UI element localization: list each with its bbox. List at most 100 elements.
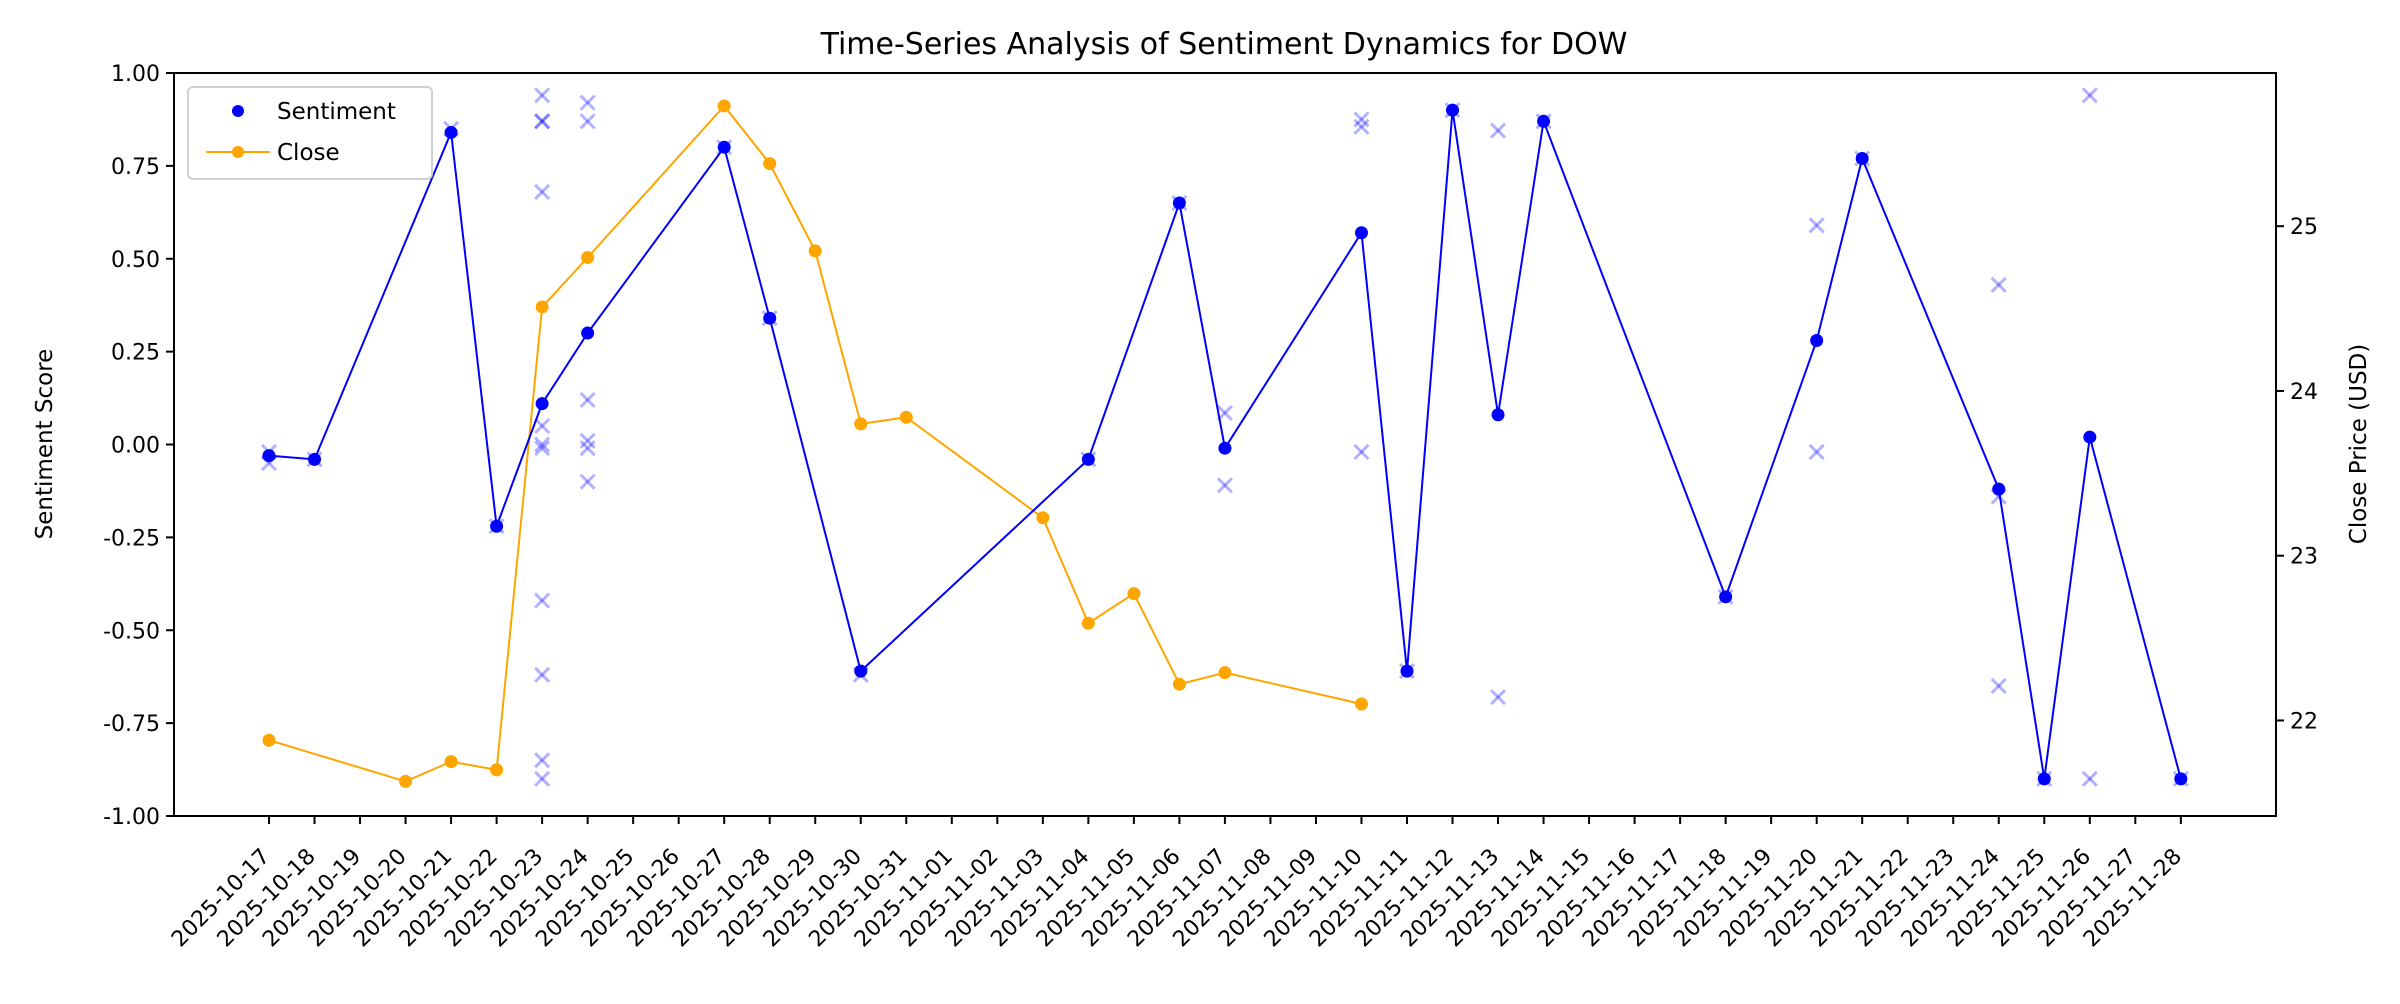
score-x-stroke: [1808, 217, 1825, 234]
score-x-stroke: [2081, 87, 2098, 104]
score-x-stroke: [1216, 477, 1233, 494]
sentiment-point: [581, 326, 595, 340]
individual-scores: [260, 87, 2189, 787]
score-x-marker: [1353, 111, 1370, 128]
close-point: [1081, 616, 1095, 630]
score-x-stroke: [1990, 677, 2007, 695]
score-x-marker: [1216, 404, 1233, 421]
score-x-marker: [534, 183, 551, 200]
y-tick-label: -0.75: [103, 712, 160, 737]
sentiment-point: [2037, 772, 2051, 786]
sentiment-point: [1491, 408, 1505, 422]
sentiment-point: [2083, 430, 2097, 444]
close-point: [399, 774, 413, 788]
score-x-stroke: [579, 440, 596, 457]
sentiment-point: [1537, 114, 1551, 128]
score-x-marker: [534, 770, 551, 787]
sentiment-point: [1354, 226, 1368, 240]
score-x-marker: [1808, 443, 1825, 460]
legend-close-label: Close: [277, 140, 340, 166]
score-x-marker: [1990, 677, 2007, 695]
score-x-stroke: [534, 113, 551, 130]
score-x-marker: [534, 436, 551, 453]
score-x-stroke: [579, 473, 596, 490]
score-x-marker: [579, 94, 596, 111]
close-point: [1218, 666, 1232, 680]
score-x-marker: [1808, 217, 1825, 234]
y-tick-label: 0.75: [111, 155, 160, 180]
close-point: [1354, 697, 1368, 711]
legend-sentiment-label: Sentiment: [277, 99, 396, 125]
sentiment-point: [308, 452, 322, 466]
score-x-stroke: [2081, 87, 2098, 104]
score-x-stroke: [534, 113, 551, 130]
score-x-stroke: [534, 113, 551, 130]
close-point: [808, 244, 822, 258]
score-x-stroke: [579, 94, 596, 111]
y2-axis-label: Close Price (USD): [2346, 344, 2372, 544]
score-x-marker: [1990, 276, 2007, 293]
y2-tick-label: 25: [2290, 215, 2318, 240]
score-x-marker: [534, 87, 551, 104]
sentiment-point: [717, 140, 731, 154]
score-x-stroke: [1808, 443, 1825, 460]
close-line: [268, 104, 1362, 783]
score-x-marker: [534, 113, 551, 130]
score-x-stroke: [534, 417, 551, 434]
score-x-marker: [1353, 443, 1370, 460]
score-x-stroke: [1353, 118, 1370, 135]
close-point: [444, 755, 458, 769]
y-tick-label: -0.25: [103, 526, 160, 551]
score-x-stroke: [579, 391, 596, 408]
score-x-stroke: [579, 440, 596, 457]
sentiment-point: [535, 397, 549, 411]
score-x-stroke: [2081, 770, 2098, 787]
close-point: [1036, 511, 1050, 525]
score-x-marker: [579, 432, 596, 449]
close-point: [490, 763, 504, 777]
y-tick-label: 0.50: [111, 248, 160, 273]
y-tick-label: 0.25: [111, 341, 160, 366]
score-x-stroke: [1353, 443, 1370, 460]
score-x-stroke: [534, 113, 551, 130]
score-x-marker: [1353, 118, 1370, 135]
score-x-stroke: [579, 391, 596, 408]
close-point: [1127, 587, 1141, 601]
score-x-marker: [579, 473, 596, 490]
legend-box: [187, 86, 433, 180]
sentiment-point: [1400, 664, 1414, 678]
x-axis: 2025-10-172025-10-182025-10-192025-10-20…: [167, 816, 2187, 952]
sentiment-point: [1855, 151, 1869, 165]
score-x-stroke: [534, 592, 551, 609]
close-point: [535, 300, 549, 314]
y-tick-label: -0.50: [103, 619, 160, 644]
score-x-stroke: [579, 432, 596, 449]
score-x-marker: [534, 440, 551, 457]
score-x-stroke: [534, 440, 551, 457]
score-x-marker: [579, 440, 596, 457]
close-series: [262, 99, 1368, 788]
score-x-stroke: [534, 436, 551, 453]
close-point: [581, 251, 595, 265]
sentiment-line: [268, 110, 2182, 780]
score-x-marker: [534, 113, 551, 130]
score-x-stroke: [1990, 276, 2007, 293]
y-axis-left: -1.00 -0.75 -0.50 -0.25 0.00 0.25 0.50 0.75 1.00: [103, 62, 174, 830]
score-x-marker: [1489, 122, 1507, 139]
sentiment-point: [1172, 196, 1186, 210]
score-x-stroke: [534, 436, 551, 453]
y-tick-label: -1.00: [103, 805, 160, 830]
score-x-stroke: [534, 417, 551, 434]
score-x-stroke: [579, 473, 596, 490]
y-tick-label: 1.00: [111, 62, 160, 87]
sentiment-point: [1218, 441, 1232, 455]
score-x-marker: [534, 417, 551, 434]
score-x-marker: [1216, 477, 1233, 494]
score-x-stroke: [1353, 111, 1370, 128]
y2-tick-label: 23: [2290, 545, 2318, 570]
close-point: [899, 410, 913, 424]
score-x-stroke: [534, 87, 551, 104]
score-x-marker: [579, 391, 596, 408]
close-point: [854, 417, 868, 431]
